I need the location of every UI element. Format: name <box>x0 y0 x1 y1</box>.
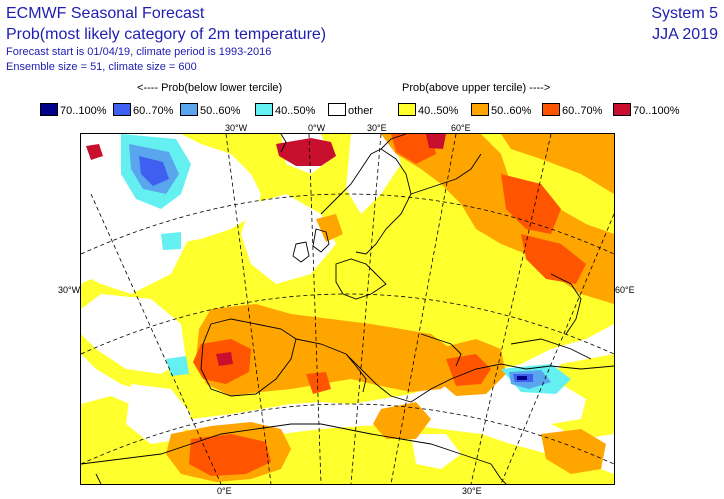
axis-label-top-30e: 30°E <box>367 123 387 133</box>
axis-label-top-30w: 30°W <box>225 123 248 133</box>
legend-item-above-40-50: 40..50% <box>398 103 458 117</box>
axis-label-right-60e: 60°E <box>615 285 635 295</box>
legend-swatch <box>180 103 198 116</box>
legend-item-below-50-60: 50..60% <box>180 103 240 117</box>
legend-item-below-40-50: 40..50% <box>255 103 315 117</box>
legend-item-other: other <box>328 103 373 117</box>
chart-title: ECMWF Seasonal Forecast <box>6 5 205 22</box>
legend-label: 70..100% <box>633 105 680 117</box>
graticule <box>81 134 614 484</box>
forecast-info: Forecast start is 01/04/19, climate peri… <box>6 46 272 58</box>
legend-item-above-60-70: 60..70% <box>542 103 602 117</box>
legend-label: 60..70% <box>562 105 603 117</box>
axis-label-top-60e: 60°E <box>451 123 471 133</box>
season-label: JJA 2019 <box>652 26 718 43</box>
map-canvas <box>81 134 614 484</box>
field-below <box>121 134 571 394</box>
ensemble-info: Ensemble size = 51, climate size = 600 <box>6 61 197 73</box>
legend-item-above-70-100: 70..100% <box>613 103 679 117</box>
legend-swatch <box>113 103 131 116</box>
system-label: System 5 <box>651 5 718 22</box>
chart-subtitle: Prob(most likely category of 2m temperat… <box>6 26 327 43</box>
legend-item-below-60-70: 60..70% <box>113 103 173 117</box>
legend-item-above-50-60: 50..60% <box>471 103 531 117</box>
forecast-map <box>80 133 615 485</box>
legend-label: 70..100% <box>60 105 107 117</box>
legend-swatch <box>613 103 631 116</box>
legend-swatch <box>398 103 416 116</box>
legend-swatch <box>542 103 560 116</box>
legend-label: 40..50% <box>275 105 316 117</box>
legend-label: other <box>348 105 374 117</box>
axis-label-bottom-0e: 0°E <box>217 486 232 496</box>
legend-swatch <box>471 103 489 116</box>
legend-label: 50..60% <box>491 105 532 117</box>
legend-below-header: <---- Prob(below lower tercile) <box>137 82 283 94</box>
coastlines <box>81 134 614 484</box>
field-above-60-70 <box>189 134 586 476</box>
legend-label: 50..60% <box>200 105 241 117</box>
axis-label-top-0w: 0°W <box>308 123 326 133</box>
legend-item-below-70-100: 70..100% <box>40 103 106 117</box>
legend-swatch <box>40 103 58 116</box>
legend-above-header: Prob(above upper tercile) ----> <box>402 82 551 94</box>
axis-label-bottom-30e: 30°E <box>462 486 482 496</box>
field-above-70-100 <box>86 134 446 366</box>
legend-swatch <box>328 103 346 116</box>
legend-label: 60..70% <box>133 105 174 117</box>
legend-label: 40..50% <box>418 105 459 117</box>
axis-label-left-30w: 30°W <box>58 285 81 295</box>
legend-swatch <box>255 103 273 116</box>
